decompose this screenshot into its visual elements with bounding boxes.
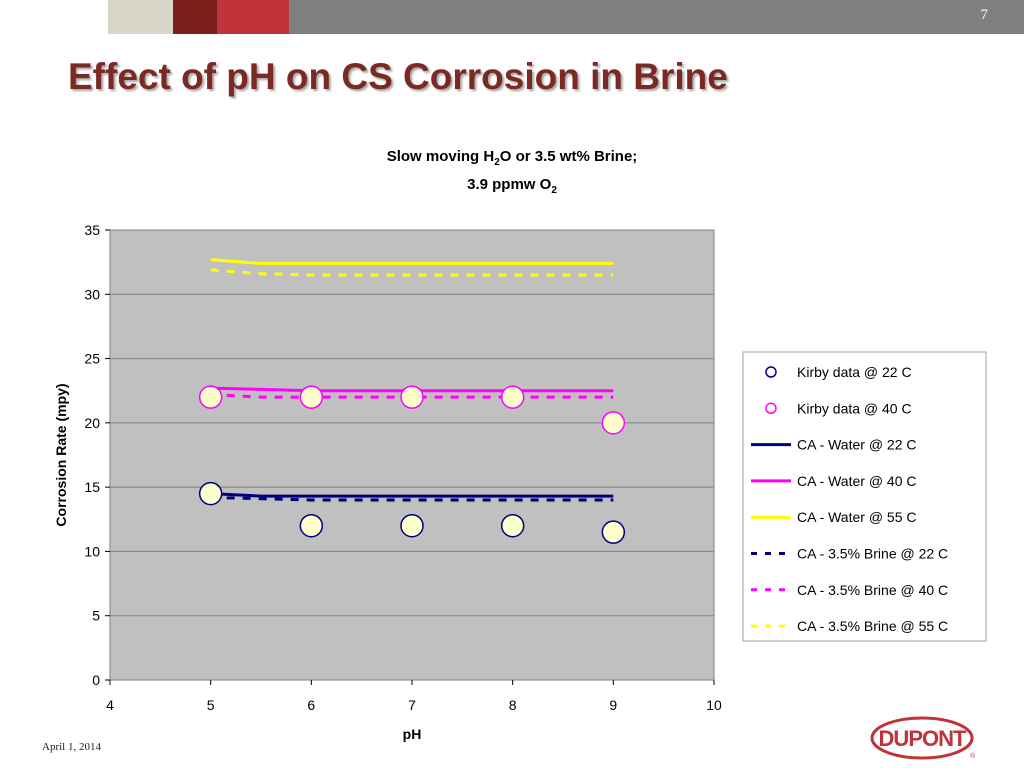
y-tick-label: 30 (84, 286, 100, 302)
y-tick-label: 35 (84, 222, 100, 238)
data-point (500, 513, 525, 538)
data-point (198, 385, 223, 409)
legend-label: CA - Water @ 22 C (797, 437, 917, 453)
data-point (601, 520, 626, 544)
legend-marker (765, 366, 777, 378)
legend: Kirby data @ 22 C Kirby data @ 40 C CA - W… (751, 364, 948, 634)
x-axis-label: pH (403, 726, 422, 742)
chart-title-line-1: Slow moving H2O or 3.5 wt% Brine; (387, 148, 638, 168)
data-point (299, 385, 324, 409)
banner-segment-light (108, 0, 173, 34)
legend-box (742, 351, 987, 642)
data-point (400, 513, 424, 538)
legend-label: CA - 3.5% Brine @ 22 C (797, 546, 948, 562)
y-tick-label: 0 (92, 672, 100, 688)
top-banner: 7 (0, 0, 1024, 34)
x-tick-label: 10 (706, 697, 722, 713)
plot-area (109, 229, 715, 681)
y-axis-label: Corrosion Rate (mpy) (53, 383, 69, 526)
legend-label: Kirby data @ 40 C (797, 400, 912, 416)
dupont-logo: DUPONT ® (870, 716, 976, 760)
date-footer: April 1, 2014 (42, 741, 101, 753)
banner-segment-red (217, 0, 289, 34)
series-layer (198, 258, 626, 544)
chart-title-line-2: 3.9 ppmw O2 (467, 176, 557, 196)
legend-label: CA - 3.5% Brine @ 55 C (797, 618, 948, 634)
legend-label: CA - 3.5% Brine @ 40 C (797, 582, 948, 598)
slide-title: Effect of pH on CS Corrosion in Brine (68, 56, 728, 97)
svg-text:®: ® (970, 752, 976, 760)
axes: 0 5 10 15 20 25 30 35 4 5 6 7 8 9 10 (84, 222, 722, 713)
y-tick-label: 25 (84, 351, 100, 367)
y-tick-label: 20 (84, 415, 100, 431)
series-line (210, 268, 614, 277)
series-line (210, 492, 614, 498)
series-line (210, 258, 614, 265)
banner-segment-gray (289, 0, 1024, 34)
legend-label: Kirby data @ 22 C (797, 364, 912, 380)
data-point (601, 411, 626, 435)
series-line (210, 495, 614, 502)
series-line (210, 386, 614, 393)
x-tick-label: 6 (307, 697, 315, 713)
data-point (400, 385, 424, 409)
data-point (500, 385, 525, 409)
y-tick-label: 10 (84, 543, 100, 559)
y-tick-label: 5 (92, 608, 100, 624)
y-tick-label: 15 (84, 479, 100, 495)
series-line (210, 393, 614, 399)
x-tick-label: 9 (609, 697, 617, 713)
data-point (299, 513, 324, 538)
legend-label: CA - Water @ 40 C (797, 473, 917, 489)
page-number: 7 (980, 7, 989, 23)
banner-segment-red-dark (173, 0, 217, 34)
x-tick-label: 7 (408, 697, 416, 713)
legend-label: CA - Water @ 55 C (797, 509, 917, 525)
data-point (198, 481, 223, 506)
x-tick-label: 4 (106, 697, 114, 713)
legend-marker (765, 402, 777, 415)
x-tick-label: 8 (509, 697, 517, 713)
x-tick-label: 5 (207, 697, 215, 713)
svg-text:DUPONT: DUPONT (879, 726, 967, 751)
